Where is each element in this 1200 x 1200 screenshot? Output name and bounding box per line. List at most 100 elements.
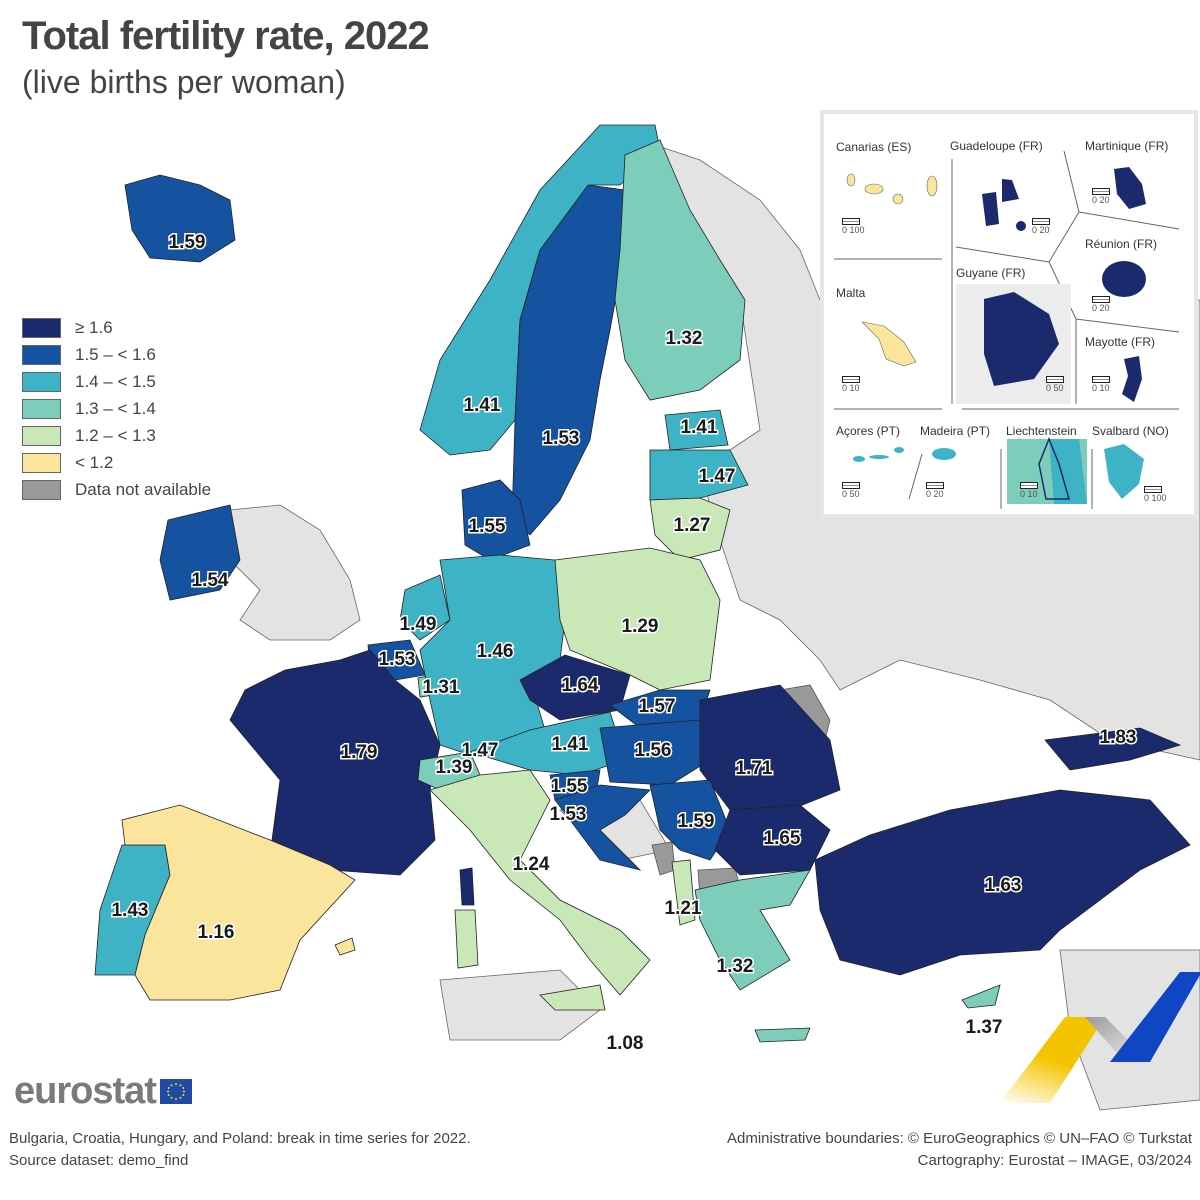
value-belgium: 1.53 <box>379 649 416 670</box>
value-croatia: 1.53 <box>550 804 587 825</box>
footnote-break-series: Bulgaria, Croatia, Hungary, and Poland: … <box>9 1130 471 1147</box>
value-lithuania: 1.27 <box>674 515 711 536</box>
credit-cartography: Cartography: Eurostat – IMAGE, 03/2024 <box>917 1152 1192 1169</box>
scale-bar-icon <box>842 376 860 383</box>
scale-bar-icon <box>1092 376 1110 383</box>
value-cyprus: 1.37 <box>966 1017 1003 1038</box>
insets-panel: Canarias (ES) Guadeloupe (FR) Martinique… <box>820 110 1198 518</box>
value-norway: 1.41 <box>464 395 501 416</box>
legend-label: 1.4 – < 1.5 <box>75 371 156 391</box>
value-greece: 1.32 <box>717 956 754 977</box>
legend-swatch <box>22 479 61 500</box>
scale-madeira: 0 20 <box>926 482 944 499</box>
value-finland: 1.32 <box>666 328 703 349</box>
value-hungary: 1.56 <box>635 740 672 761</box>
scale-bar-icon <box>1032 218 1050 225</box>
scale-guadeloupe: 0 20 <box>1032 218 1050 235</box>
value-liechtenstein: 1.47 <box>462 740 499 761</box>
legend-label: 1.3 – < 1.4 <box>75 398 156 418</box>
scale-canarias: 0 100 <box>842 218 865 235</box>
scale-bar-icon <box>926 482 944 489</box>
legend-swatch <box>22 317 61 338</box>
value-netherlands: 1.49 <box>400 614 437 635</box>
scale-bar-icon <box>842 482 860 489</box>
scale-svalbard: 0 100 <box>1144 486 1167 503</box>
inset-label-malta: Malta <box>836 286 866 300</box>
inset-label-martinique: Martinique (FR) <box>1085 139 1169 153</box>
scale-bar-icon <box>1144 486 1162 493</box>
value-portugal: 1.43 <box>112 900 149 921</box>
scale-bar-icon <box>1020 482 1038 489</box>
value-albania: 1.21 <box>665 898 702 919</box>
scale-bar-icon <box>1046 376 1064 383</box>
legend-item: < 1.2 <box>22 449 211 476</box>
legend-swatch <box>22 371 61 392</box>
legend-item: 1.5 – < 1.6 <box>22 341 211 368</box>
inset-label-reunion: Réunion (FR) <box>1085 237 1158 251</box>
scale-mayotte: 0 10 <box>1092 376 1110 393</box>
legend-swatch <box>22 452 61 473</box>
value-czechia: 1.64 <box>562 675 599 696</box>
scale-acores: 0 50 <box>842 482 860 499</box>
legend-label: Data not available <box>75 479 212 499</box>
legend-label: < 1.2 <box>75 452 114 472</box>
legend-item: Data not available <box>22 476 211 503</box>
scale-bar-icon <box>842 218 860 225</box>
inset-label-mayotte: Mayotte (FR) <box>1085 335 1156 349</box>
inset-label-canarias: Canarias (ES) <box>836 140 912 154</box>
legend: ≥ 1.6 1.5 – < 1.6 1.4 – < 1.5 1.3 – < 1.… <box>22 314 211 503</box>
logo-text: eurostat <box>14 1070 157 1112</box>
scale-bar-icon <box>1092 188 1110 195</box>
legend-label: 1.5 – < 1.6 <box>75 344 156 364</box>
value-ireland: 1.54 <box>192 570 229 591</box>
value-slovakia: 1.57 <box>639 696 676 717</box>
value-switzerland: 1.39 <box>436 757 473 778</box>
legend-label: ≥ 1.6 <box>75 317 113 337</box>
legend-swatch <box>22 425 61 446</box>
inset-label-svalbard: Svalbard (NO) <box>1092 424 1169 438</box>
value-spain: 1.16 <box>198 922 235 943</box>
legend-swatch <box>22 344 61 365</box>
value-italy: 1.24 <box>513 854 550 875</box>
scale-liechtenstein: 0 10 <box>1020 482 1038 499</box>
inset-label-acores: Açores (PT) <box>836 424 901 438</box>
value-sweden: 1.53 <box>543 428 580 449</box>
value-denmark: 1.55 <box>469 516 506 537</box>
value-romania: 1.71 <box>736 758 773 779</box>
scale-guyane: 0 50 <box>1046 376 1064 393</box>
map-title: Total fertility rate, 2022 <box>22 14 430 58</box>
value-france: 1.79 <box>341 742 378 763</box>
value-poland: 1.29 <box>622 616 659 637</box>
legend-item: 1.2 – < 1.3 <box>22 422 211 449</box>
eurostat-logo: eurostat <box>14 1070 192 1113</box>
footnote-source-dataset: Source dataset: demo_find <box>9 1152 189 1169</box>
legend-swatch <box>22 398 61 419</box>
inset-label-guadeloupe: Guadeloupe (FR) <box>950 139 1043 153</box>
value-austria: 1.41 <box>552 734 589 755</box>
legend-item: ≥ 1.6 <box>22 314 211 341</box>
inset-label-liechtenstein: Liechtenstein <box>1006 424 1077 438</box>
eu-flag-icon <box>159 1079 192 1104</box>
countries <box>94 124 1191 1043</box>
decorative-ribbon <box>1000 972 1200 1103</box>
value-georgia: 1.83 <box>1100 727 1137 748</box>
inset-label-guyane: Guyane (FR) <box>956 266 1026 280</box>
value-luxembourg: 1.31 <box>423 677 460 698</box>
value-malta: 1.08 <box>607 1033 644 1054</box>
scale-reunion: 0 20 <box>1092 296 1110 313</box>
value-germany: 1.46 <box>477 641 514 662</box>
value-latvia: 1.47 <box>699 466 736 487</box>
value-slovenia: 1.55 <box>551 776 588 797</box>
inset-label-madeira: Madeira (PT) <box>920 424 991 438</box>
legend-label: 1.2 – < 1.3 <box>75 425 156 445</box>
credit-boundaries: Administrative boundaries: © EuroGeograp… <box>726 1130 1192 1147</box>
value-turkey: 1.63 <box>985 875 1022 896</box>
inset-dividers <box>834 150 1180 509</box>
value-labels: 1.59 1.41 1.53 1.32 1.41 1.47 1.27 1.55 … <box>110 231 1138 1055</box>
value-bulgaria: 1.65 <box>764 828 801 849</box>
legend-item: 1.4 – < 1.5 <box>22 368 211 395</box>
value-serbia: 1.59 <box>678 811 715 832</box>
scale-martinique: 0 20 <box>1092 188 1110 205</box>
legend-item: 1.3 – < 1.4 <box>22 395 211 422</box>
scale-malta: 0 10 <box>842 376 860 393</box>
